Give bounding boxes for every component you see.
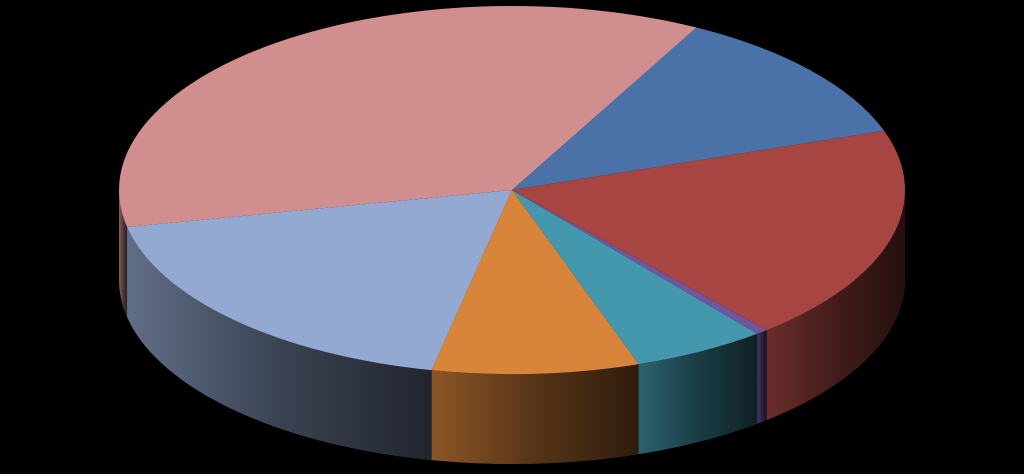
pie-slice-side-shade (638, 333, 758, 455)
pie-slice-side-shade (431, 364, 639, 464)
pie-slice-4 (512, 190, 758, 365)
pie-slice-side-shade (127, 227, 432, 461)
pie-slice-3 (512, 190, 767, 334)
pie-sides (119, 190, 905, 464)
pie-slice-side-shade (119, 190, 128, 317)
pie-slice-6 (127, 190, 512, 371)
pie-slice-7 (119, 6, 697, 227)
pie-slice-side-shade (757, 330, 767, 424)
pie-tops (119, 6, 905, 374)
pie-slice-5 (431, 190, 639, 374)
pie-slice-2 (512, 130, 905, 331)
pie-slice-1 (512, 27, 885, 190)
pie-slice-side-shade (766, 190, 905, 421)
